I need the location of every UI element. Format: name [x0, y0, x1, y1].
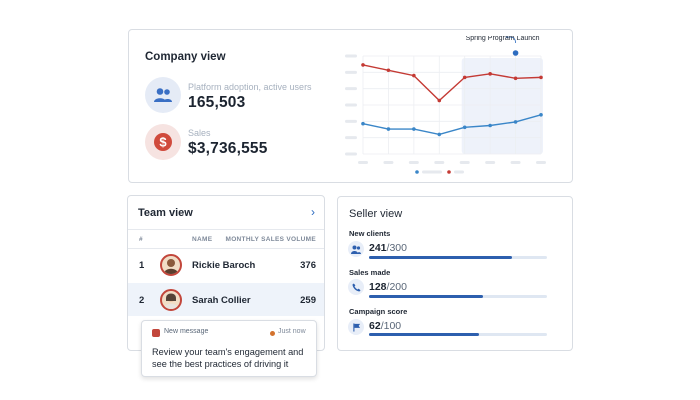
kpi-label-adoption: Platform adoption, active users [188, 82, 312, 92]
column-header-volume: MONTHLY SALES VOLUME [225, 236, 316, 243]
notification-label: New message [164, 328, 209, 335]
data-point-blue [386, 127, 391, 131]
new-message-notification[interactable]: New message Just now Review your team's … [141, 320, 317, 377]
annotation-connector [505, 36, 516, 44]
table-row[interactable]: 2 Sarah Collier 259 [128, 283, 324, 316]
svg-text:$: $ [159, 135, 167, 150]
annotation-marker [512, 50, 519, 56]
column-header-num: # [139, 236, 143, 243]
table-row[interactable]: 1 Rickie Baroch 376 [128, 250, 324, 280]
legend-label-placeholder [422, 170, 442, 174]
metric-current: 62 [369, 320, 381, 332]
unread-dot-icon [270, 331, 275, 336]
phone-icon [348, 279, 364, 295]
company-line-chart: Spring Program Launch [345, 36, 546, 174]
legend-marker-red [447, 170, 451, 174]
highlight-region [461, 57, 543, 154]
x-tick-placeholder [434, 161, 445, 164]
message-icon [152, 329, 160, 337]
seller-view-card: Seller view New clients 241/300 Sales ma… [337, 196, 573, 351]
metric-label-new-clients: New clients [349, 229, 391, 238]
kpi-label-sales: Sales [188, 128, 211, 138]
series-line-blue [362, 114, 542, 136]
x-tick-placeholder [510, 161, 521, 164]
seller-view-title: Seller view [349, 208, 403, 220]
avatar [160, 254, 182, 276]
progress-bar-campaign-score [369, 333, 547, 336]
data-point-red [462, 75, 467, 80]
company-view-title: Company view [145, 51, 226, 63]
y-tick-placeholder [345, 152, 357, 156]
data-point-red [513, 76, 518, 81]
series-line-red [362, 64, 542, 102]
x-tick-placeholder [459, 161, 470, 164]
row-rank: 1 [139, 260, 145, 271]
data-point-red [412, 73, 416, 78]
team-table-header: # NAME MONTHLY SALES VOLUME [128, 229, 324, 249]
company-view-card: Company view Platform adoption, active u… [128, 29, 573, 183]
data-point-red [539, 75, 543, 80]
metric-label-campaign-score: Campaign score [349, 307, 408, 316]
data-point-blue [361, 121, 365, 126]
annotation-label: Spring Program Launch [466, 36, 540, 42]
x-tick-placeholder [408, 161, 419, 164]
data-point-blue [539, 113, 543, 117]
row-volume: 259 [300, 295, 316, 306]
metric-total: /200 [386, 281, 407, 293]
flag-icon [348, 319, 364, 335]
row-volume: 376 [300, 260, 316, 271]
x-tick-placeholder [383, 161, 394, 164]
progress-fill [369, 256, 512, 259]
row-rank: 2 [139, 295, 145, 306]
y-tick-placeholder [345, 103, 357, 107]
data-point-red [361, 63, 365, 67]
clients-icon [348, 241, 364, 257]
column-header-name: NAME [192, 236, 213, 243]
users-icon [145, 77, 181, 113]
metric-total: /300 [386, 242, 407, 254]
y-tick-placeholder [345, 70, 357, 74]
data-point-red [437, 98, 442, 103]
data-point-blue [437, 132, 442, 137]
team-view-title: Team view [138, 207, 193, 219]
row-name: Sarah Collier [192, 295, 251, 306]
notification-time: Just now [278, 328, 306, 335]
progress-fill [369, 295, 483, 298]
metric-value-new-clients: 241/300 [369, 242, 407, 254]
x-tick-placeholder [358, 161, 368, 164]
x-tick-placeholder [485, 161, 496, 164]
progress-fill [369, 333, 480, 336]
progress-bar-new-clients [369, 256, 547, 259]
y-tick-placeholder [345, 119, 357, 123]
data-point-red [488, 72, 492, 76]
dollar-icon: $ [145, 124, 181, 160]
metric-total: /100 [380, 320, 402, 332]
row-name: Rickie Baroch [192, 260, 256, 271]
metric-value-sales-made: 128/200 [369, 281, 407, 293]
data-point-blue [462, 125, 467, 130]
progress-bar-sales-made [369, 295, 547, 298]
chevron-right-icon[interactable]: › [311, 205, 315, 219]
metric-value-campaign-score: 62/100 [369, 320, 401, 332]
data-point-blue [488, 123, 492, 128]
y-tick-placeholder [345, 87, 357, 91]
metric-current: 241 [369, 242, 387, 254]
y-tick-placeholder [345, 136, 357, 140]
y-tick-placeholder [345, 54, 357, 58]
data-point-blue [513, 120, 518, 124]
kpi-value-sales: $3,736,555 [188, 140, 268, 157]
legend-marker-blue [415, 170, 419, 174]
x-tick-placeholder [536, 161, 546, 164]
legend-label-placeholder [454, 170, 464, 174]
metric-label-sales-made: Sales made [349, 268, 391, 277]
data-point-red [386, 68, 391, 73]
data-point-blue [412, 127, 416, 131]
metric-current: 128 [369, 281, 387, 293]
kpi-value-adoption: 165,503 [188, 94, 246, 111]
notification-body: Review your team's engagement and see th… [152, 347, 304, 369]
avatar [160, 289, 182, 311]
